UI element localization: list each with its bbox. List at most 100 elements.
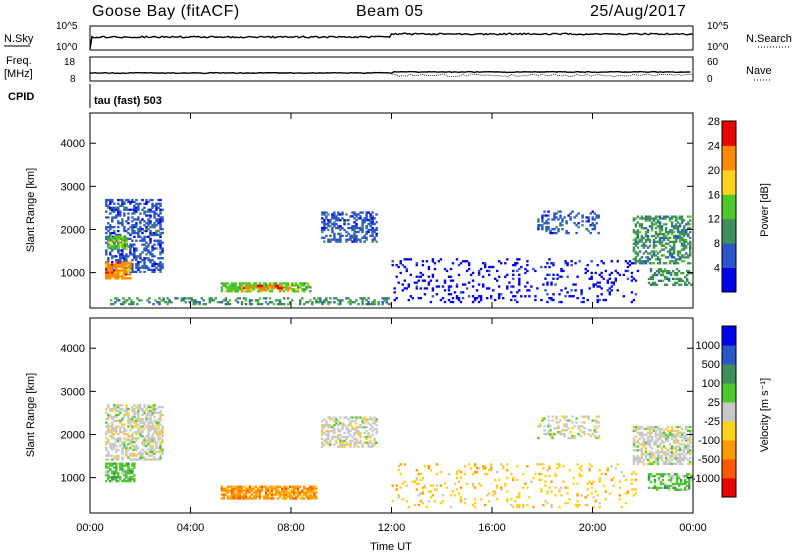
scatter-pixel bbox=[109, 277, 112, 280]
scatter-pixel bbox=[127, 478, 130, 481]
scatter-pixel bbox=[471, 279, 475, 282]
scatter-pixel bbox=[127, 468, 130, 471]
scatter-pixel bbox=[131, 231, 134, 235]
scatter-pixel bbox=[311, 497, 314, 500]
scatter-pixel bbox=[598, 281, 601, 284]
scatter-pixel bbox=[141, 243, 144, 246]
scatter-pixel bbox=[333, 435, 336, 439]
scatter-pixel bbox=[262, 485, 266, 488]
scatter-pixel bbox=[149, 231, 152, 235]
scatter-pixel bbox=[588, 287, 591, 290]
scatter-pixel bbox=[230, 485, 234, 488]
scatter-pixel bbox=[671, 484, 675, 487]
scatter-pixel bbox=[580, 289, 583, 292]
scatter-pixel bbox=[417, 275, 420, 278]
scatter-pixel bbox=[654, 425, 658, 429]
scatter-pixel bbox=[439, 502, 443, 505]
scatter-pixel bbox=[256, 286, 260, 290]
scatter-pixel bbox=[119, 212, 122, 215]
scatter-pixel bbox=[391, 260, 394, 263]
scatter-pixel bbox=[337, 211, 340, 214]
scatter-pixel bbox=[684, 475, 687, 478]
scatter-pixel bbox=[545, 222, 548, 225]
scatter-pixel bbox=[329, 441, 332, 444]
scatter-pixel bbox=[548, 265, 551, 269]
scatter-pixel bbox=[301, 284, 304, 287]
scatter-pixel bbox=[598, 502, 601, 505]
scatter-pixel bbox=[149, 444, 152, 448]
scatter-pixel bbox=[113, 462, 116, 465]
scatter-pixel bbox=[333, 416, 336, 419]
scatter-pixel bbox=[544, 289, 547, 292]
scatter-pixel bbox=[111, 231, 114, 235]
scatter-pixel bbox=[135, 454, 138, 457]
scatter-pixel bbox=[105, 277, 108, 280]
scatter-pixel bbox=[127, 212, 130, 215]
scatter-pixel bbox=[449, 300, 453, 304]
scatter-pixel bbox=[190, 297, 193, 300]
scatter-pixel bbox=[678, 232, 682, 236]
scatter-pixel bbox=[299, 299, 302, 302]
scatter-pixel bbox=[168, 299, 171, 302]
scatter-pixel bbox=[678, 240, 682, 243]
scatter-pixel bbox=[646, 256, 650, 259]
scatter-pixel bbox=[256, 284, 260, 288]
scatter-pixel bbox=[670, 232, 674, 236]
scatter-pixel bbox=[543, 429, 546, 432]
scatter-pixel bbox=[608, 492, 611, 495]
scatter-pixel bbox=[341, 435, 344, 439]
scatter-pixel bbox=[588, 480, 591, 483]
scatter-pixel bbox=[553, 218, 556, 221]
scatter-pixel bbox=[654, 429, 658, 432]
scatter-pixel bbox=[299, 301, 302, 304]
scatter-pixel bbox=[541, 417, 544, 420]
scatter-pixel bbox=[149, 208, 152, 211]
scatter-pixel bbox=[123, 444, 126, 448]
scatter-pixel bbox=[365, 225, 368, 228]
scatter-pixel bbox=[549, 425, 552, 428]
scatter-pixel bbox=[131, 478, 134, 481]
scatter-pixel bbox=[512, 264, 515, 267]
scatter-pixel bbox=[339, 430, 342, 433]
scatter-pixel bbox=[644, 240, 648, 243]
scatter-pixel bbox=[218, 301, 221, 304]
scatter-pixel bbox=[113, 210, 116, 213]
scatter-pixel bbox=[123, 437, 126, 440]
scatter-pixel bbox=[659, 482, 663, 486]
scatter-pixel bbox=[397, 265, 400, 269]
scatter-pixel bbox=[303, 282, 306, 285]
scatter-pixel bbox=[262, 286, 266, 289]
scatter-pixel bbox=[650, 217, 654, 220]
scatter-pixel bbox=[626, 269, 630, 273]
scatter-pixel bbox=[453, 482, 457, 485]
scatter-pixel bbox=[149, 261, 152, 264]
scatter-pixel bbox=[624, 260, 628, 263]
scatter-pixel bbox=[642, 439, 646, 442]
scatter-pixel bbox=[664, 236, 668, 240]
scatter-pixel bbox=[127, 419, 130, 422]
scatter-pixel bbox=[357, 226, 360, 230]
scatter-pixel bbox=[449, 275, 453, 278]
scatter-pixel bbox=[228, 497, 232, 500]
scatter-pixel bbox=[266, 489, 270, 492]
scatter-pixel bbox=[258, 497, 262, 500]
scatter-pixel bbox=[680, 449, 684, 452]
scatter-pixel bbox=[111, 263, 114, 266]
scatter-pixel bbox=[622, 273, 625, 276]
scatter-pixel bbox=[107, 478, 110, 481]
scatter-pixel bbox=[656, 232, 660, 236]
scatter-pixel bbox=[686, 473, 689, 476]
scatter-pixel bbox=[131, 270, 134, 273]
x-tick-label: 00:00 bbox=[76, 522, 104, 534]
scatter-pixel bbox=[351, 428, 354, 431]
scatter-pixel bbox=[139, 229, 142, 233]
scatter-pixel bbox=[151, 409, 154, 413]
scatter-pixel bbox=[655, 273, 659, 277]
scatter-pixel bbox=[632, 246, 636, 249]
scatter-pixel bbox=[664, 427, 668, 431]
scatter-pixel bbox=[565, 425, 568, 428]
scatter-pixel bbox=[240, 495, 244, 498]
scatter-pixel bbox=[123, 229, 126, 233]
scatter-pixel bbox=[337, 232, 340, 235]
scatter-pixel bbox=[541, 226, 544, 229]
